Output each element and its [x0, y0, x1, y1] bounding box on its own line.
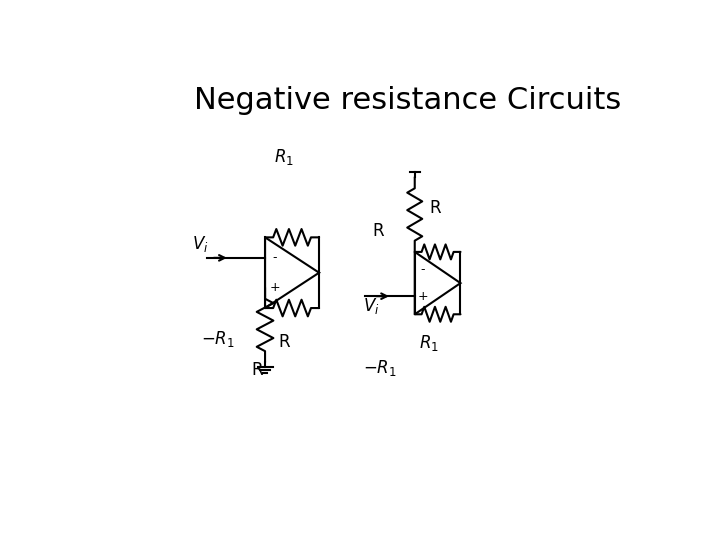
- Text: $R_1$: $R_1$: [419, 333, 439, 353]
- Text: $-R_1$: $-R_1$: [201, 329, 235, 349]
- Text: Negative resistance Circuits: Negative resistance Circuits: [194, 85, 621, 114]
- Text: $-R_1$: $-R_1$: [363, 358, 397, 378]
- Text: $V_i$: $V_i$: [363, 296, 379, 316]
- Text: +: +: [269, 281, 280, 294]
- Text: -: -: [272, 251, 276, 265]
- Text: $R_1$: $R_1$: [274, 147, 294, 167]
- Text: $V_i$: $V_i$: [192, 234, 209, 254]
- Text: R: R: [429, 199, 441, 217]
- Text: R: R: [372, 222, 384, 240]
- Text: -: -: [420, 264, 425, 276]
- Text: +: +: [418, 289, 428, 303]
- Text: R: R: [251, 361, 263, 380]
- Text: R: R: [278, 333, 289, 351]
